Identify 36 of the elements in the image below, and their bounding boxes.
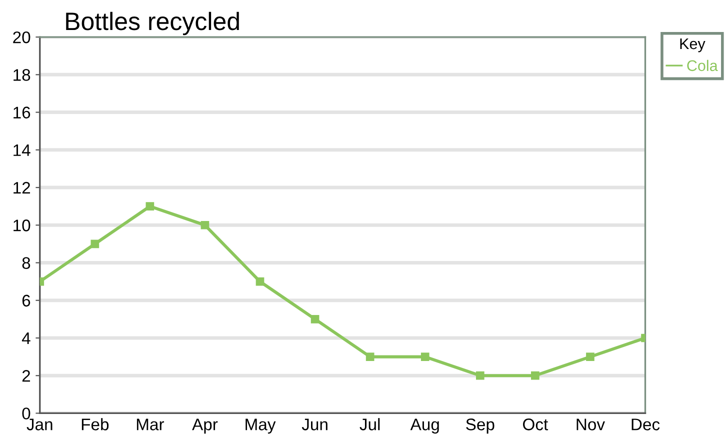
point (476, 371, 484, 380)
chart-title: Bottles recycled (66, 12, 239, 36)
x-tick-label: Apr (192, 418, 218, 434)
point (366, 352, 374, 361)
y-tick-label: 16 (14, 106, 30, 118)
y-tick-label: 20 (13, 31, 30, 44)
x-tick-label: Sep (466, 418, 494, 434)
y-tick-label: 18 (14, 69, 30, 81)
point (531, 371, 540, 380)
legend-label: Cola (687, 60, 718, 72)
point (420, 352, 430, 361)
x-tick-label: Oct (523, 418, 548, 430)
y-tick-label: 0 (22, 408, 30, 420)
x-tick-label: Mar (136, 418, 164, 430)
point (310, 315, 320, 324)
y-tick-label: 14 (14, 144, 30, 156)
y-tick-label: 6 (22, 294, 30, 307)
x-tick-label: May (246, 418, 276, 434)
x-tick-label: Jul (360, 418, 380, 430)
y-tick-label: 2 (22, 370, 30, 382)
x-tick-label: Dec (632, 418, 660, 430)
x-tick-label: Aug (410, 418, 439, 434)
point (586, 352, 594, 361)
x-tick-label: Jan (26, 418, 52, 430)
y-tick-label: 12 (14, 182, 30, 194)
point (200, 220, 210, 230)
point (90, 240, 100, 248)
x-tick-label: Jun (302, 418, 328, 430)
y-tick-label: 10 (14, 220, 30, 232)
y-tick-label: 8 (22, 257, 30, 269)
x-tick-label: Feb (82, 418, 109, 430)
x-tick-label: Nov (576, 418, 605, 430)
legend-title: Key (680, 38, 706, 52)
point (256, 277, 264, 286)
y-tick-label: 4 (22, 332, 30, 344)
point (146, 202, 154, 210)
